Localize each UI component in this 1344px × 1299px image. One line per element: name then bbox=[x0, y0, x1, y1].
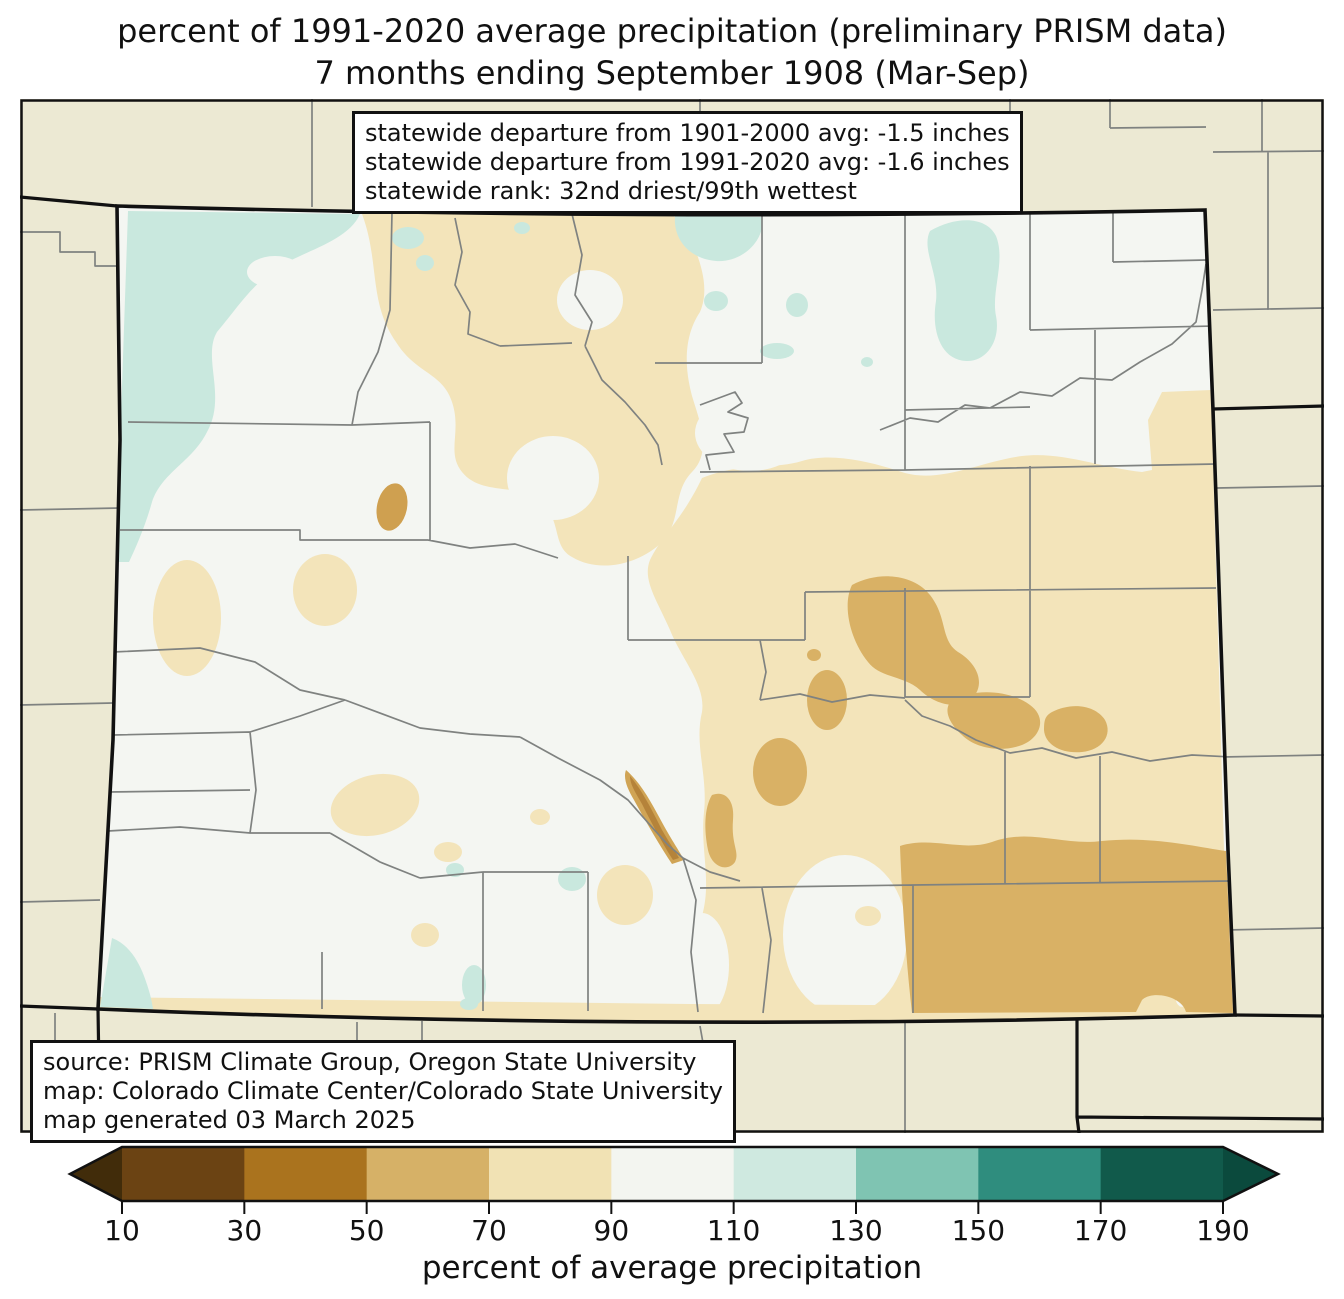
precip-patch-white bbox=[695, 395, 805, 471]
figure-title: percent of 1991-2020 average precipitati… bbox=[0, 10, 1344, 94]
colorbar-segment-130-150 bbox=[856, 1147, 980, 1201]
title-line-1: percent of 1991-2020 average precipitati… bbox=[117, 12, 1227, 50]
precip-patch-tan bbox=[1044, 706, 1108, 753]
precip-patch-tan bbox=[753, 738, 807, 806]
precip-patch-white bbox=[507, 436, 599, 520]
precip-patch-cream bbox=[434, 842, 462, 862]
precip-patch-cyan bbox=[460, 998, 478, 1010]
precip-patch-cyan bbox=[392, 227, 424, 249]
colorado-precipitation-map bbox=[20, 99, 1324, 1133]
colorbar-segment-30-50 bbox=[244, 1147, 368, 1201]
colorbar-tick-170: 170 bbox=[1073, 1214, 1128, 1247]
precip-patch-cream bbox=[530, 809, 550, 825]
colorbar-segment-150-170 bbox=[978, 1147, 1102, 1201]
colorbar-tick-50: 50 bbox=[348, 1214, 385, 1247]
colorbar-tick-10: 10 bbox=[104, 1214, 140, 1247]
precip-patch-cream bbox=[293, 554, 357, 626]
precip-patch-cyan bbox=[760, 343, 794, 359]
precip-patch-white bbox=[557, 270, 623, 330]
precip-patch-cyan bbox=[704, 291, 728, 311]
precip-patch-white bbox=[247, 256, 303, 288]
colorbar-axis-label: percent of average precipitation bbox=[421, 1250, 923, 1286]
precip-patch-cream bbox=[330, 773, 420, 837]
precip-patch-dark-spot bbox=[376, 483, 408, 531]
precip-patch-cream bbox=[411, 923, 439, 947]
stats-line-2: statewide departure from 1991-2020 avg: … bbox=[365, 148, 1010, 176]
precip-patch-cyan bbox=[462, 965, 486, 1005]
precip-patch-cyan-northeast bbox=[927, 220, 1000, 362]
colorbar-segment-170-190 bbox=[1100, 1147, 1224, 1201]
precip-patch-tan bbox=[847, 576, 979, 705]
precip-patch-cyan bbox=[558, 867, 586, 891]
precip-patch-cyan bbox=[786, 293, 808, 317]
precip-patch-tan-southeast bbox=[900, 836, 1233, 1013]
colorbar-segment-110-130 bbox=[733, 1147, 857, 1201]
colorbar-tick-70: 70 bbox=[471, 1214, 507, 1247]
colorbar-tick-150: 150 bbox=[951, 1214, 1006, 1247]
title-line-2: 7 months ending September 1908 (Mar-Sep) bbox=[314, 54, 1030, 92]
source-credit-box: source: PRISM Climate Group, Oregon Stat… bbox=[30, 1040, 736, 1143]
precip-patch-cyan bbox=[416, 255, 434, 271]
source-line-3: map generated 03 March 2025 bbox=[43, 1106, 416, 1134]
colorbar-tick-130: 130 bbox=[829, 1214, 883, 1247]
colorbar-tick-110: 110 bbox=[706, 1214, 761, 1247]
precip-patch-cream bbox=[597, 865, 653, 925]
colorbar-segment-50-70 bbox=[366, 1147, 490, 1201]
precip-patch-cream bbox=[855, 906, 881, 926]
precip-patch-cyan bbox=[861, 357, 873, 367]
precip-patch-cyan bbox=[674, 216, 763, 262]
statewide-stats-box: statewide departure from 1901-2000 avg: … bbox=[352, 111, 1023, 214]
source-line-1: source: PRISM Climate Group, Oregon Stat… bbox=[43, 1048, 697, 1076]
county-boundaries bbox=[107, 210, 1234, 1014]
precip-patch-white bbox=[783, 855, 907, 1015]
stats-line-3: statewide rank: 32nd driest/99th wettest bbox=[365, 177, 857, 205]
colorbar-tick-190: 190 bbox=[1196, 1214, 1250, 1247]
colorbar-tick-30: 30 bbox=[226, 1214, 263, 1247]
precip-patch-tan bbox=[807, 649, 821, 661]
precip-patch-tan bbox=[705, 793, 737, 868]
precip-patch-cream bbox=[153, 560, 221, 676]
colorbar bbox=[67, 1145, 1281, 1214]
precip-patch-cyan bbox=[514, 222, 530, 234]
stats-line-1: statewide departure from 1901-2000 avg: … bbox=[365, 119, 1010, 147]
precip-patch-cyan-southwest bbox=[100, 938, 153, 1009]
precip-patch-tan bbox=[947, 692, 1041, 749]
colorbar-segment-10-30 bbox=[122, 1147, 246, 1201]
precip-patch-white bbox=[675, 913, 729, 1017]
precip-patch-cyan-northwest bbox=[116, 211, 360, 562]
precip-patch-cream-southstrip bbox=[98, 997, 1235, 1023]
colorbar-segment-90-110 bbox=[611, 1147, 735, 1201]
colorbar-tick-90: 90 bbox=[593, 1214, 630, 1247]
colorbar-segment-70-90 bbox=[489, 1147, 613, 1201]
precip-streak-core bbox=[630, 776, 679, 860]
source-line-2: map: Colorado Climate Center/Colorado St… bbox=[43, 1077, 723, 1105]
